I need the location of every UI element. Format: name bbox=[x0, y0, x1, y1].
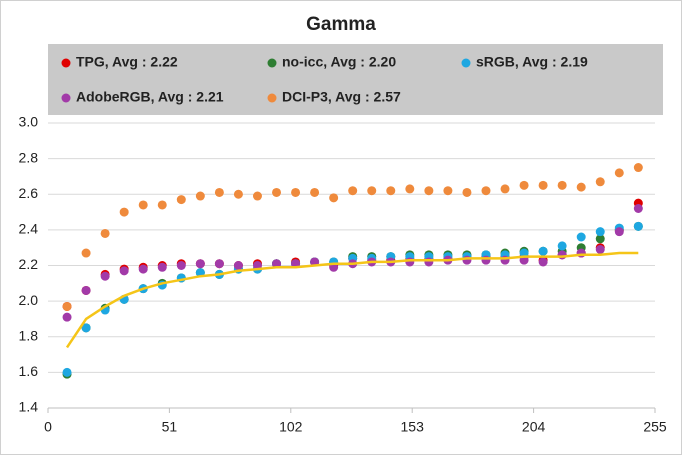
point bbox=[81, 248, 91, 258]
legend-label: TPG, Avg : 2.22 bbox=[76, 54, 178, 70]
point bbox=[291, 187, 301, 197]
point bbox=[367, 186, 377, 196]
point bbox=[81, 285, 91, 295]
point bbox=[519, 180, 529, 190]
point bbox=[272, 259, 282, 269]
point bbox=[119, 207, 129, 217]
point bbox=[176, 195, 186, 205]
point bbox=[557, 180, 567, 190]
point bbox=[538, 257, 548, 267]
legend-swatch bbox=[61, 93, 71, 103]
y-tick-label: 2.8 bbox=[19, 149, 39, 165]
point bbox=[557, 250, 567, 260]
point bbox=[157, 200, 167, 210]
point bbox=[329, 193, 339, 203]
y-tick-label: 1.4 bbox=[19, 399, 39, 415]
point bbox=[462, 187, 472, 197]
point bbox=[538, 246, 548, 256]
point bbox=[214, 259, 224, 269]
point bbox=[81, 323, 91, 333]
point bbox=[138, 200, 148, 210]
point bbox=[633, 221, 643, 231]
x-tick-label: 0 bbox=[44, 419, 52, 435]
point bbox=[595, 234, 605, 244]
point bbox=[443, 186, 453, 196]
point bbox=[214, 187, 224, 197]
y-tick-label: 1.8 bbox=[19, 327, 39, 343]
y-tick-label: 2.4 bbox=[19, 221, 39, 237]
point bbox=[595, 244, 605, 254]
point bbox=[538, 180, 548, 190]
x-tick-label: 204 bbox=[522, 419, 546, 435]
point bbox=[272, 187, 282, 197]
point bbox=[557, 241, 567, 251]
legend-swatch bbox=[267, 93, 277, 103]
point bbox=[405, 257, 415, 267]
point bbox=[519, 248, 529, 258]
point bbox=[62, 367, 72, 377]
legend-label: DCI-P3, Avg : 2.57 bbox=[282, 89, 401, 105]
point bbox=[481, 186, 491, 196]
point bbox=[62, 312, 72, 322]
point bbox=[310, 187, 320, 197]
point bbox=[157, 262, 167, 272]
x-tick-label: 255 bbox=[643, 419, 667, 435]
point bbox=[595, 177, 605, 187]
point bbox=[481, 255, 491, 265]
point bbox=[195, 191, 205, 201]
legend-label: AdobeRGB, Avg : 2.21 bbox=[76, 89, 224, 105]
point bbox=[500, 184, 510, 194]
y-tick-label: 1.6 bbox=[19, 363, 39, 379]
legend-swatch bbox=[267, 58, 277, 68]
chart-title: Gamma bbox=[306, 14, 376, 35]
point bbox=[386, 186, 396, 196]
point bbox=[633, 204, 643, 213]
point bbox=[462, 255, 472, 265]
point bbox=[195, 259, 205, 269]
legend-label: no-icc, Avg : 2.20 bbox=[282, 54, 396, 70]
point bbox=[595, 227, 605, 237]
point bbox=[424, 257, 434, 267]
y-tick-label: 2.0 bbox=[19, 292, 39, 308]
legend-swatch bbox=[461, 58, 471, 68]
point bbox=[62, 301, 72, 311]
point bbox=[119, 266, 129, 276]
point bbox=[614, 227, 624, 237]
point bbox=[233, 189, 243, 199]
y-tick-label: 2.6 bbox=[19, 185, 39, 201]
legend-box bbox=[48, 44, 663, 115]
point bbox=[576, 232, 586, 242]
trend-line bbox=[65, 251, 639, 349]
x-tick-label: 51 bbox=[162, 419, 178, 435]
point bbox=[614, 168, 624, 178]
point bbox=[576, 182, 586, 192]
x-tick-label: 102 bbox=[279, 419, 303, 435]
point bbox=[405, 184, 415, 194]
point bbox=[100, 271, 110, 281]
x-tick-label: 153 bbox=[401, 419, 425, 435]
y-tick-label: 2.2 bbox=[19, 256, 39, 272]
legend-swatch bbox=[61, 58, 71, 68]
point bbox=[138, 264, 148, 274]
point bbox=[348, 186, 358, 196]
y-tick-label: 3.0 bbox=[19, 114, 39, 130]
point bbox=[100, 228, 110, 238]
point bbox=[233, 261, 243, 270]
point bbox=[424, 186, 434, 196]
point bbox=[633, 163, 643, 173]
point bbox=[252, 191, 262, 201]
legend-label: sRGB, Avg : 2.19 bbox=[476, 54, 588, 70]
point bbox=[176, 261, 186, 270]
